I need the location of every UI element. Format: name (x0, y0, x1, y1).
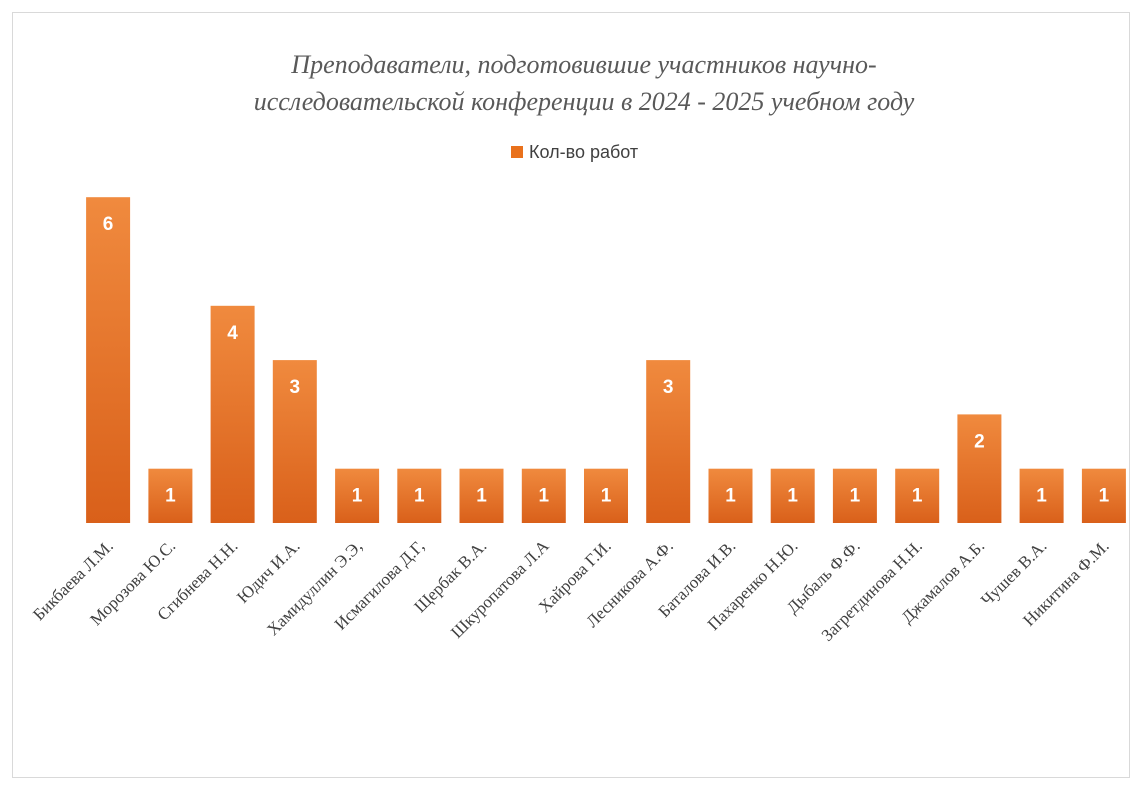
data-label-14: 1 (912, 486, 923, 507)
bar-16 (1019, 468, 1064, 523)
bar-8 (521, 468, 566, 523)
data-label-17: 1 (1099, 486, 1110, 507)
data-label-6: 1 (414, 486, 425, 507)
data-label-13: 1 (850, 486, 861, 507)
bar-3 (210, 305, 255, 523)
data-label-4: 3 (290, 377, 301, 398)
data-label-3: 4 (227, 323, 238, 344)
data-labels-group: 6 1 4 3 1 1 1 1 1 3 1 1 1 1 2 1 1 (103, 214, 1110, 507)
chart-svg: Преподаватели, подготовившие участников … (29, 50, 1126, 645)
data-label-10: 3 (663, 377, 674, 398)
legend-label: Кол-во работ (529, 142, 638, 162)
data-label-11: 1 (725, 486, 736, 507)
bar-15 (957, 414, 1002, 523)
data-label-2: 1 (165, 486, 176, 507)
data-label-1: 6 (103, 214, 114, 235)
x-axis-tick-labels: Бикбаева Л.М.Морозова Ю.С.Сгибнева Н.Н.Ю… (29, 536, 1113, 645)
data-label-15: 2 (974, 431, 985, 452)
bar-10 (646, 360, 691, 523)
bar-5 (335, 468, 380, 523)
chart-frame: Преподаватели, подготовившие участников … (12, 12, 1130, 778)
bar-11 (708, 468, 753, 523)
chart-title-line-1: Преподаватели, подготовившие участников … (290, 50, 876, 79)
bar-6 (397, 468, 442, 523)
data-label-12: 1 (787, 486, 798, 507)
bar-14 (895, 468, 940, 523)
data-label-5: 1 (352, 486, 363, 507)
bar-1 (86, 197, 131, 523)
data-label-8: 1 (539, 486, 550, 507)
bar-17 (1081, 468, 1126, 523)
legend: Кол-во работ (511, 142, 638, 162)
bar-9 (584, 468, 628, 523)
legend-swatch (511, 146, 523, 158)
bar-4 (272, 360, 317, 523)
data-label-16: 1 (1036, 486, 1047, 507)
data-label-9: 1 (601, 486, 612, 507)
bar-2 (148, 468, 193, 523)
bar-12 (770, 468, 815, 523)
chart-title-line-2: исследовательской конференции в 2024 - 2… (254, 87, 915, 116)
bars-group (86, 197, 1126, 523)
bar-7 (459, 468, 504, 523)
data-label-7: 1 (476, 486, 487, 507)
bar-13 (832, 468, 877, 523)
